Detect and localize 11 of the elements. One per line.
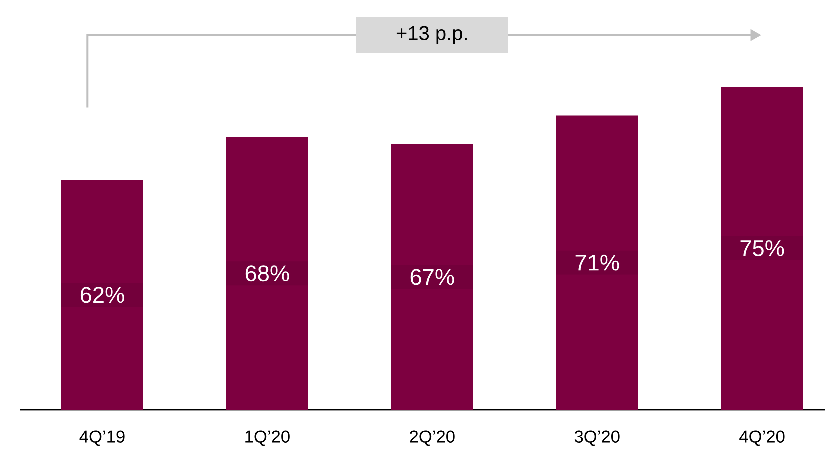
x-tick-label: 3Q’20 bbox=[574, 430, 620, 446]
data-label: 75% bbox=[740, 240, 784, 256]
data-label: 68% bbox=[246, 266, 290, 282]
x-tick-label: 1Q’20 bbox=[246, 430, 290, 446]
x-tick-label: 4Q’20 bbox=[740, 430, 785, 446]
data-label: 62% bbox=[80, 287, 124, 304]
x-tick-label: 4Q’19 bbox=[80, 430, 125, 446]
x-tick-label: 2Q’20 bbox=[410, 430, 455, 446]
data-label: 71% bbox=[576, 254, 620, 271]
text: +13 p.p. bbox=[396, 26, 467, 44]
data-label: 67% bbox=[410, 269, 454, 286]
